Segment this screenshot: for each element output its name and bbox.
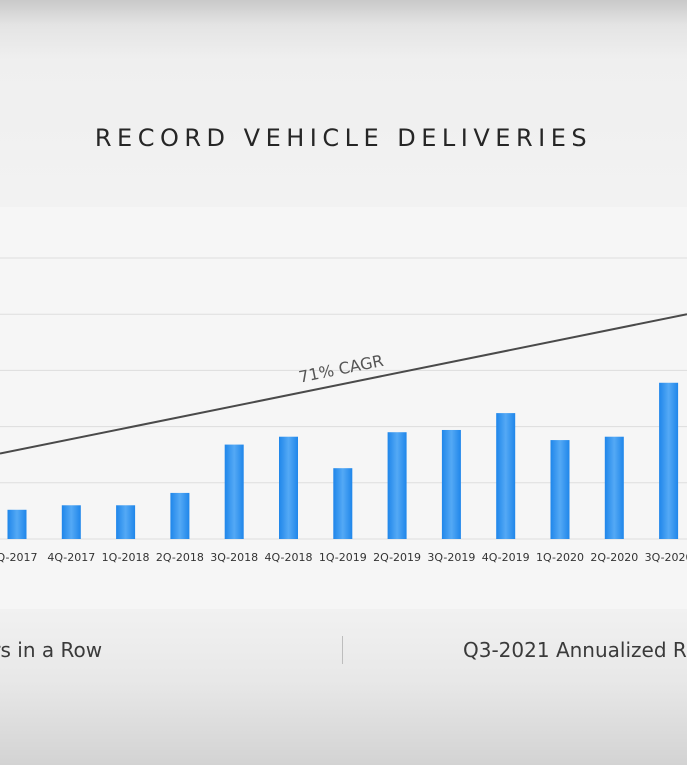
bar-3Q-2018 bbox=[224, 444, 244, 539]
bar-1Q-2019 bbox=[333, 468, 353, 539]
trend-line bbox=[0, 313, 687, 455]
tick-label-2Q-2018: 2Q-2018 bbox=[156, 551, 204, 564]
bar-4Q-2018 bbox=[279, 436, 298, 539]
chart-panel: 71% CAGR Q-2017 4Q-2017 1Q-2018 2Q-2018 3Q-2… bbox=[0, 207, 687, 609]
tick-label-1Q-2020: 1Q-2020 bbox=[536, 551, 584, 564]
tick-label-2Q-2019: 2Q-2019 bbox=[373, 551, 421, 564]
tick-label-1Q-2018: 1Q-2018 bbox=[102, 551, 150, 564]
x-axis-tick-labels: Q-2017 4Q-2017 1Q-2018 2Q-2018 3Q-2018 4Q-201… bbox=[0, 551, 687, 564]
bar-2Q-2018 bbox=[170, 492, 190, 539]
tick-label-3Q-2018: 3Q-2018 bbox=[210, 551, 258, 564]
trend-label: 71% CAGR bbox=[297, 351, 385, 387]
tick-label-4Q-2018: 4Q-2018 bbox=[265, 551, 313, 564]
footer-divider bbox=[342, 636, 343, 664]
bar-4Q-2019 bbox=[496, 413, 516, 539]
tick-label-4Q-2019: 4Q-2019 bbox=[482, 551, 530, 564]
bar-2Q-2019 bbox=[387, 432, 407, 539]
bar-chart: 71% CAGR Q-2017 4Q-2017 1Q-2018 2Q-2018 3Q-2… bbox=[0, 257, 687, 564]
bar-3Q-2020 bbox=[659, 382, 679, 539]
footer-left-text: ers in a Row bbox=[0, 638, 103, 662]
tick-label-3Q-2020: 3Q-2020 bbox=[645, 551, 687, 564]
bar-3Q-2017 bbox=[7, 509, 27, 539]
tick-label-3Q-2017: Q-2017 bbox=[0, 551, 37, 564]
bar-1Q-2020 bbox=[550, 440, 570, 539]
bar-2Q-2020 bbox=[604, 436, 624, 539]
tick-label-1Q-2019: 1Q-2019 bbox=[319, 551, 367, 564]
tick-label-3Q-2019: 3Q-2019 bbox=[427, 551, 475, 564]
trend-line-group: 71% CAGR bbox=[0, 313, 687, 455]
bars bbox=[7, 382, 679, 539]
grid-lines bbox=[0, 257, 687, 540]
tick-label-2Q-2020: 2Q-2020 bbox=[590, 551, 638, 564]
footer-right-text: Q3-2021 Annualized Run bbox=[463, 638, 687, 662]
bar-3Q-2019 bbox=[441, 429, 461, 539]
bar-1Q-2018 bbox=[116, 505, 136, 539]
tick-label-4Q-2017: 4Q-2017 bbox=[47, 551, 95, 564]
chart-title: RECORD VEHICLE DELIVERIES bbox=[94, 124, 593, 152]
bar-4Q-2017 bbox=[61, 505, 81, 539]
